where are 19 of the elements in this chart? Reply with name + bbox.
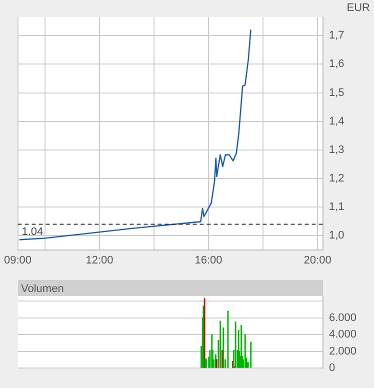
y-tick-label: 4.000 <box>329 328 357 341</box>
y-tick-label: 1,1 <box>329 201 344 214</box>
y-tick-label: 1,0 <box>329 230 344 242</box>
y-tick-label: 0 <box>329 362 336 374</box>
y-tick-label: 6.000 <box>329 312 357 324</box>
ref-line-label: 1.04 <box>22 226 44 238</box>
y-tick-label: 1,4 <box>329 115 344 128</box>
x-tick-label: 16:00 <box>194 254 222 267</box>
y-tick-label: 1,6 <box>329 58 344 70</box>
y-axis-title: EUR <box>346 2 370 14</box>
x-tick-label: 12:00 <box>86 254 114 267</box>
y-tick-label: 1,7 <box>329 30 344 42</box>
x-tick-label: 20:00 <box>304 254 332 267</box>
x-tick-label: 09:00 <box>4 254 32 267</box>
chart-title: Volumen <box>21 283 64 296</box>
y-tick-label: 1,2 <box>329 172 344 185</box>
y-tick-label: 2.000 <box>329 345 357 358</box>
y-tick-label: 1,5 <box>329 86 344 99</box>
y-tick-label: 1,3 <box>329 144 344 156</box>
